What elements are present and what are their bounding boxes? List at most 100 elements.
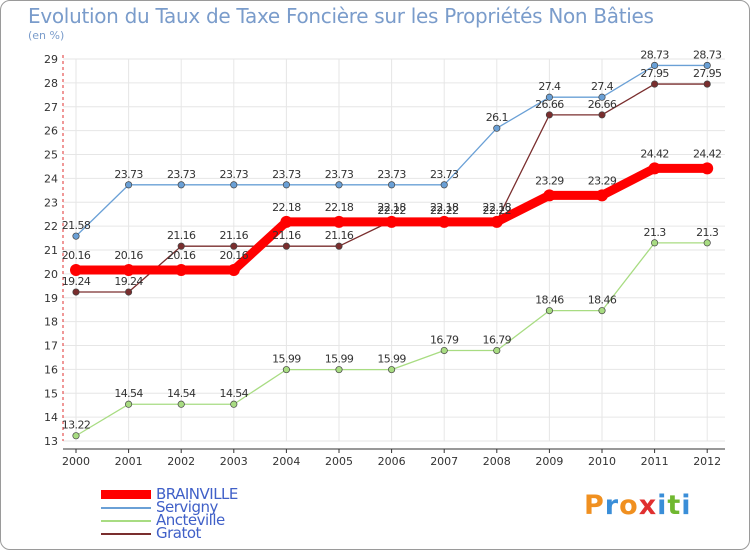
x-tick-label: 2006: [378, 455, 406, 468]
chart-unit-label: (en %): [28, 29, 65, 42]
data-label: 21.16: [220, 229, 249, 242]
legend-swatch: [101, 490, 151, 499]
x-tick-label: 2010: [588, 455, 616, 468]
x-tick-label: 2007: [430, 455, 458, 468]
legend-swatch: [101, 507, 151, 509]
data-label: 26.66: [535, 98, 564, 111]
y-tick-label: 25: [44, 149, 58, 162]
data-label: 23.73: [167, 168, 196, 181]
data-label: 13.22: [62, 419, 91, 432]
brand-letter: x: [638, 490, 658, 521]
y-tick-label: 23: [44, 196, 58, 209]
x-tick-label: 2002: [167, 455, 195, 468]
data-point: [438, 215, 451, 228]
x-tick-label: 2001: [115, 455, 143, 468]
data-point: [72, 232, 80, 240]
brand-letter: o: [619, 490, 639, 521]
data-point: [651, 239, 659, 247]
data-point: [282, 366, 290, 374]
data-point: [545, 307, 553, 315]
data-label: 21.3: [644, 226, 667, 239]
data-label: 14.54: [114, 387, 143, 400]
data-point: [598, 111, 606, 119]
data-point: [493, 124, 501, 132]
data-point: [125, 400, 133, 408]
data-point: [70, 264, 82, 277]
y-tick-label: 14: [44, 411, 58, 424]
legend-label: Servigny: [156, 498, 218, 516]
data-point: [125, 181, 133, 189]
brand-letter: i: [657, 490, 668, 521]
data-point: [177, 181, 185, 189]
data-label: 23.73: [114, 168, 143, 181]
data-label: 16.79: [483, 334, 512, 347]
x-tick-label: 2005: [325, 455, 353, 468]
data-label: 16.79: [430, 334, 459, 347]
data-point: [596, 189, 608, 202]
y-tick-label: 21: [44, 244, 58, 257]
data-point: [388, 366, 396, 374]
data-label: 21.16: [272, 229, 301, 242]
y-tick-label: 29: [44, 53, 58, 66]
line-chart: 13 14 15 16 17 18 19 20 21 22 23 24 25 26 27 28 29 2000 20…: [44, 48, 725, 468]
data-point: [335, 366, 343, 374]
data-label: 15.99: [377, 353, 406, 366]
data-point: [651, 61, 659, 69]
data-label: 20.16: [167, 249, 196, 262]
data-point: [333, 215, 345, 228]
data-label: 15.99: [325, 353, 354, 366]
data-label: 20.16: [114, 249, 143, 262]
data-point: [335, 242, 343, 250]
data-point: [490, 215, 503, 228]
x-tick-label: 2000: [62, 455, 90, 468]
x-tick-label: 2003: [220, 455, 248, 468]
data-label: 14.54: [167, 387, 196, 400]
y-tick-label: 22: [44, 220, 58, 233]
data-label: 28.73: [693, 48, 722, 61]
data-label: 21.58: [62, 219, 91, 232]
brand-letter: r: [604, 490, 620, 521]
data-label: 23.73: [220, 168, 249, 181]
data-label: 23.29: [588, 174, 617, 187]
data-label: 23.73: [377, 168, 406, 181]
data-point: [648, 162, 661, 175]
data-point: [545, 93, 553, 101]
data-point: [701, 162, 714, 175]
data-label: 26.1: [486, 111, 508, 124]
data-point: [335, 181, 343, 189]
data-point: [703, 239, 711, 247]
brand-letter: i: [681, 490, 692, 521]
data-label: 23.73: [325, 168, 354, 181]
data-label: 22.22: [377, 204, 406, 217]
x-tick-label: 2011: [641, 455, 669, 468]
data-point: [388, 181, 396, 189]
data-label: 22.22: [430, 204, 459, 217]
data-point: [440, 346, 448, 355]
data-point: [280, 215, 293, 228]
data-point: [282, 181, 290, 189]
x-tick-label: 2012: [693, 455, 721, 468]
data-label: 23.73: [430, 168, 459, 181]
data-point: [177, 400, 185, 408]
data-point: [703, 61, 711, 69]
y-tick-label: 26: [44, 125, 58, 138]
data-point: [385, 215, 398, 228]
data-point: [125, 288, 133, 296]
data-point: [177, 242, 185, 250]
x-tick-label: 2009: [535, 455, 563, 468]
data-label: 14.54: [220, 387, 249, 400]
y-tick-label: 18: [44, 316, 58, 329]
x-tick-label: 2008: [483, 455, 511, 468]
y-tick-label: 28: [44, 77, 58, 90]
data-label: 24.42: [640, 147, 669, 160]
data-label: 21.16: [167, 229, 196, 242]
y-tick-label: 19: [44, 292, 58, 305]
data-label: 22.18: [430, 201, 459, 214]
legend-label: Ancteville: [156, 511, 225, 529]
data-label: 24.42: [693, 147, 722, 160]
data-point: [440, 181, 448, 189]
data-point: [72, 432, 80, 440]
x-tick-label: 2004: [272, 455, 300, 468]
data-label: 27.4: [591, 80, 614, 93]
data-label: 22.18: [272, 201, 301, 214]
